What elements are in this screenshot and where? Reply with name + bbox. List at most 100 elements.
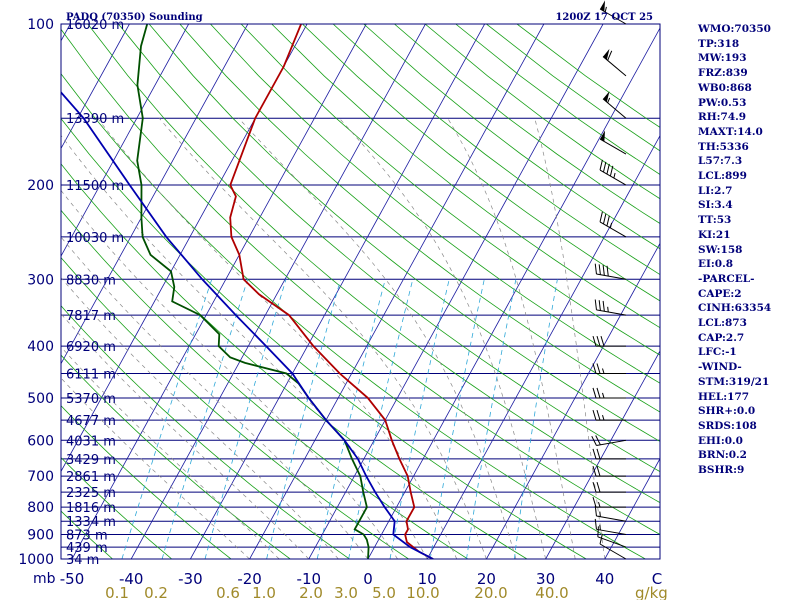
mixing-ratio-line (266, 279, 341, 559)
wind-barb (602, 48, 627, 77)
height-label: 6920 m (66, 340, 116, 355)
wind-barbs (591, 0, 627, 560)
pressure-tick: 1000 (18, 552, 54, 568)
pressure-axis: 100 200 300 400 500 600 700 800 900 1000 mb (18, 17, 55, 587)
index-line: LCL:873 (698, 317, 747, 330)
index-line: RH:74.9 (698, 111, 747, 124)
index-line: LI:2.7 (698, 184, 733, 197)
wind-barb (592, 497, 626, 508)
barb-full (594, 263, 597, 275)
mixing-ratio-line (204, 279, 287, 559)
mixing-ratio-line (466, 279, 517, 559)
barb-flag (603, 48, 610, 60)
mixing-ratio-line (429, 279, 485, 559)
wind-barb (594, 263, 627, 280)
isotherm (61, 24, 130, 150)
index-line: TP:318 (698, 37, 740, 50)
index-line: BRN:0.2 (698, 449, 747, 462)
temperature-tick: -10 (297, 570, 322, 588)
barb-full (592, 387, 597, 399)
height-label: 13390 m (66, 112, 124, 127)
pressure-tick: 100 (27, 17, 54, 33)
dry-adiabat (87, 24, 660, 504)
barb-full (602, 300, 605, 312)
barb-full (592, 448, 597, 460)
barb-full (594, 518, 597, 530)
barb-shaft (597, 536, 627, 548)
barb-full (599, 159, 603, 171)
pressure-tick: 600 (27, 433, 54, 449)
pressure-unit: mb (33, 571, 56, 587)
barb-shaft (596, 439, 627, 447)
mixing-ratio-tick: 1.0 (252, 584, 276, 600)
barb-half (607, 97, 611, 103)
indices-panel: WMO:70350 TP:318 MW:193 FRZ:839 WB0:868 PW:0.… (698, 22, 798, 478)
height-label: 10030 m (66, 231, 124, 246)
index-line: CINH:63354 (698, 302, 772, 315)
barb-full (594, 505, 597, 517)
pressure-tick: 200 (27, 178, 54, 194)
isotherm (130, 24, 426, 559)
index-line: EI:0.8 (698, 258, 734, 271)
temperature-tick: 10 (418, 570, 437, 588)
pressure-tick: 500 (27, 391, 54, 407)
barb-shaft (596, 515, 627, 522)
barb-full (596, 465, 601, 477)
height-label: 4031 m (66, 434, 116, 449)
barb-full (600, 335, 605, 347)
pressure-tick: 400 (27, 339, 54, 355)
height-labels: 16020 m 13390 m 11500 m 10030 m 8830 m 7817 m… (66, 18, 124, 568)
wind-barb (597, 526, 627, 548)
height-label: 34 m (66, 553, 99, 568)
barb-full (596, 448, 601, 460)
temperature-tick: -20 (237, 570, 262, 588)
barb-full (606, 215, 610, 227)
isotherm (426, 134, 660, 559)
dry-adiabat (61, 457, 173, 559)
dry-adiabat (61, 163, 528, 559)
index-line: TT:53 (698, 214, 732, 227)
dry-adiabat (118, 24, 660, 473)
index-line: PW:0.53 (698, 96, 747, 109)
wind-barb (591, 435, 627, 447)
height-label: 2861 m (66, 470, 116, 485)
dry-adiabat (61, 72, 646, 559)
mixing-ratio-tick: 40.0 (535, 584, 568, 600)
station-title: PADQ (70350) Sounding (66, 12, 203, 23)
moist-adiabat (158, 117, 487, 559)
barb-full (607, 50, 613, 61)
dry-adiabat (61, 256, 409, 559)
index-line: L57:7.3 (698, 155, 743, 168)
moist-adiabat (97, 117, 458, 559)
index-line: CAP:2.7 (698, 331, 745, 344)
moist-adiabat (61, 346, 280, 559)
mixing-ratio-line (514, 279, 558, 559)
isotherm (61, 24, 190, 257)
mixing-ratio-tick: 0.2 (144, 584, 168, 600)
pressure-tick: 300 (27, 272, 54, 288)
barb-full (598, 300, 601, 311)
wind-barb (592, 409, 626, 421)
dry-adiabat (363, 24, 660, 250)
barb-half (607, 306, 609, 313)
barb-shaft (599, 543, 627, 560)
isotherm (486, 242, 660, 559)
index-line: STM:319/21 (698, 375, 770, 388)
barb-half (599, 511, 601, 517)
barb-full (592, 482, 597, 493)
isotherm (61, 24, 249, 365)
dry-adiabat (61, 354, 291, 559)
barb-half (604, 6, 607, 13)
barb-full (606, 265, 609, 277)
index-line: EHI:0.0 (698, 434, 743, 447)
barb-flag (600, 130, 606, 142)
temperature-tick: -40 (119, 570, 144, 588)
index-line: KI:21 (698, 228, 731, 241)
mixing-ratio-tick: 3.0 (334, 584, 358, 600)
barb-full (594, 299, 597, 310)
index-line: CAPE:2 (698, 287, 742, 300)
barb-full (602, 161, 607, 173)
barb-full (596, 387, 601, 399)
dry-adiabat (61, 405, 232, 559)
barb-full (599, 211, 603, 223)
